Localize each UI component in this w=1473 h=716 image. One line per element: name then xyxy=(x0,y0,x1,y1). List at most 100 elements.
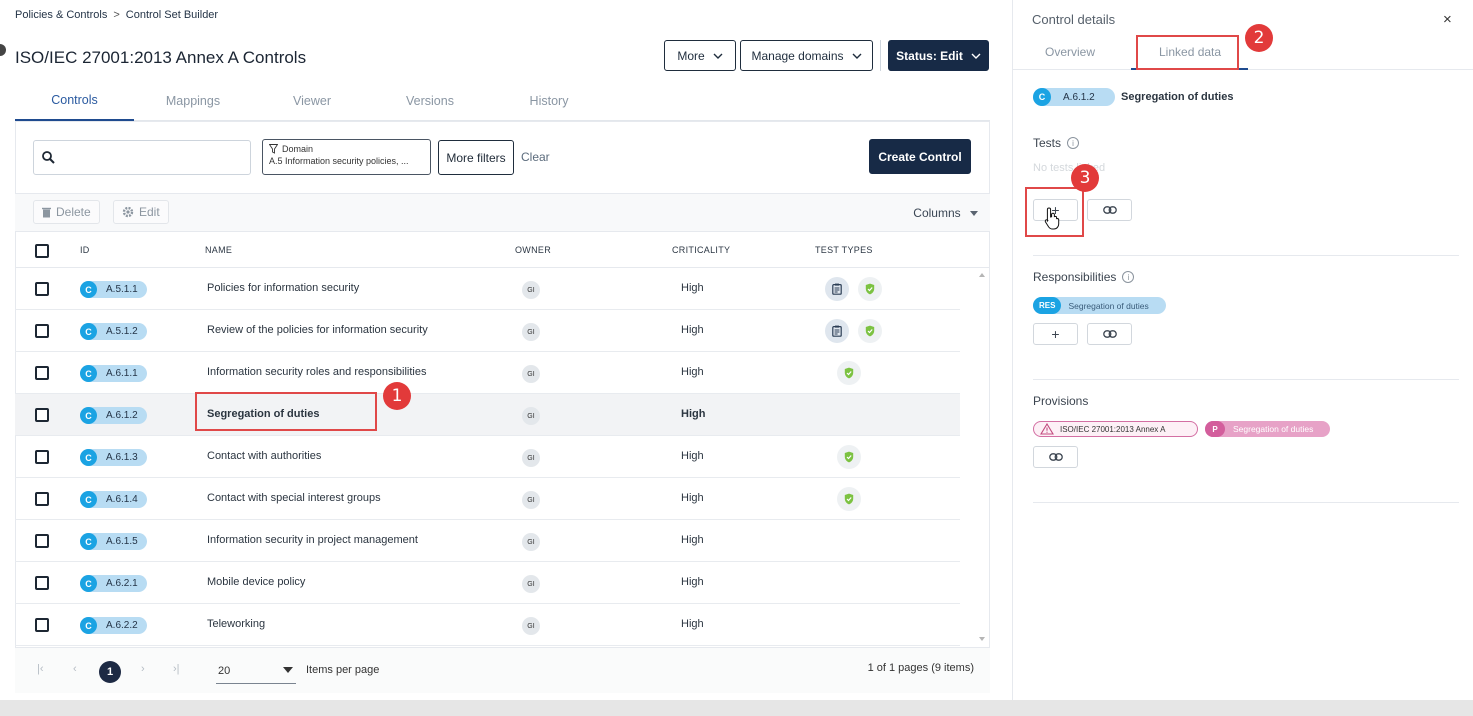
row-checkbox[interactable] xyxy=(35,408,49,422)
criticality-value: High xyxy=(681,366,704,378)
control-name[interactable]: Policies for information security xyxy=(207,282,360,294)
provision-framework-chip[interactable]: ISO/IEC 27001:2013 Annex A xyxy=(1033,421,1198,437)
control-name[interactable]: Contact with authorities xyxy=(207,450,322,462)
link-icon xyxy=(1102,330,1117,338)
control-name[interactable]: Segregation of duties xyxy=(207,408,320,420)
control-id-badge: C A.6.1.3 xyxy=(80,449,147,466)
create-control-button[interactable]: Create Control xyxy=(869,139,971,174)
shield-icon xyxy=(858,319,882,343)
more-button[interactable]: More xyxy=(664,40,736,71)
row-checkbox[interactable] xyxy=(35,450,49,464)
previous-page-icon[interactable]: ‹ xyxy=(73,663,77,675)
table-row[interactable]: C A.6.1.4 Contact with special interest gr… xyxy=(15,478,960,520)
criticality-value: High xyxy=(681,282,704,294)
provisions-heading: Provisions xyxy=(1033,394,1089,408)
tab-mappings[interactable]: Mappings xyxy=(165,93,221,108)
control-name[interactable]: Information security roles and responsib… xyxy=(207,366,427,378)
add-test-button[interactable]: + xyxy=(1033,199,1078,221)
owner-avatar: GI xyxy=(522,407,540,425)
control-id: A.6.1.5 xyxy=(106,536,138,547)
responsibility-chip[interactable]: RES Segregation of duties xyxy=(1033,297,1166,314)
info-icon[interactable]: i xyxy=(1067,137,1080,149)
table-row[interactable]: C A.6.1.5 Information security in project … xyxy=(15,520,960,562)
clear-filters-link[interactable]: Clear xyxy=(521,150,550,164)
control-name[interactable]: Teleworking xyxy=(207,618,266,630)
row-checkbox[interactable] xyxy=(35,282,49,296)
column-header-test-types[interactable]: TEST TYPES xyxy=(815,245,873,255)
select-all-checkbox[interactable] xyxy=(35,244,49,258)
clipboard-icon xyxy=(825,319,849,343)
responsibility-name: Segregation of duties xyxy=(1068,300,1149,311)
gear-icon xyxy=(122,206,134,218)
control-name[interactable]: Review of the policies for information s… xyxy=(207,324,428,336)
row-checkbox[interactable] xyxy=(35,534,49,548)
first-page-icon[interactable]: |‹ xyxy=(37,663,44,675)
table-row[interactable]: C A.6.1.1 Information security roles and r… xyxy=(15,352,960,394)
section-divider xyxy=(1033,502,1459,503)
criticality-value: High xyxy=(681,534,704,546)
owner-avatar: GI xyxy=(522,575,540,593)
tab-overview[interactable]: Overview xyxy=(1045,45,1096,59)
row-checkbox[interactable] xyxy=(35,324,49,338)
more-filters-button[interactable]: More filters xyxy=(438,140,514,175)
last-page-icon[interactable]: ›| xyxy=(173,663,180,675)
current-page-button[interactable]: 1 xyxy=(99,661,121,683)
control-name[interactable]: Contact with special interest groups xyxy=(207,492,381,504)
table-row[interactable]: C A.5.1.1 Policies for information securit… xyxy=(15,268,960,310)
columns-label: Columns xyxy=(913,206,961,220)
manage-domains-button[interactable]: Manage domains xyxy=(740,40,873,71)
close-icon[interactable]: × xyxy=(1443,11,1452,28)
manage-domains-label: Manage domains xyxy=(751,48,844,63)
search-input[interactable] xyxy=(33,140,251,175)
info-icon[interactable]: i xyxy=(1122,271,1135,283)
criticality-value: High xyxy=(681,324,704,336)
chevron-down-icon xyxy=(852,53,862,59)
table-scrollbar[interactable] xyxy=(976,268,988,646)
owner-avatar: GI xyxy=(522,281,540,299)
tab-history[interactable]: History xyxy=(529,93,569,108)
owner-avatar: GI xyxy=(522,449,540,467)
table-row[interactable]: C A.6.2.2 Teleworking GI High xyxy=(15,604,960,646)
status-button[interactable]: Status: Edit xyxy=(888,40,989,71)
control-id-badge: C A.6.1.2 xyxy=(80,407,147,424)
tab-linked-data[interactable]: Linked data xyxy=(1159,45,1222,59)
table-row[interactable]: C A.5.1.2 Review of the policies for infor… xyxy=(15,310,960,352)
row-checkbox[interactable] xyxy=(35,492,49,506)
table-row[interactable]: C A.6.2.1 Mobile device policy GI High xyxy=(15,562,960,604)
items-per-page-select[interactable]: 20 xyxy=(216,656,296,684)
table-row[interactable]: C A.6.1.2 Segregation of duties GI High xyxy=(15,394,960,436)
control-name[interactable]: Mobile device policy xyxy=(207,576,306,588)
control-id-badge: C A.6.2.2 xyxy=(80,617,147,634)
provisions-section-heading: Provisions xyxy=(1033,394,1088,408)
control-id: A.6.2.1 xyxy=(106,578,138,589)
column-header-id[interactable]: ID xyxy=(80,245,90,255)
link-responsibility-button[interactable] xyxy=(1087,323,1132,345)
row-checkbox[interactable] xyxy=(35,618,49,632)
column-header-owner[interactable]: OWNER xyxy=(515,245,551,255)
control-name[interactable]: Information security in project manageme… xyxy=(207,534,418,546)
control-type-badge: C xyxy=(80,407,97,424)
control-type-badge: C xyxy=(80,533,97,550)
add-responsibility-button[interactable]: + xyxy=(1033,323,1078,345)
next-page-icon[interactable]: › xyxy=(141,663,145,675)
columns-dropdown[interactable]: Columns xyxy=(913,206,978,220)
delete-label: Delete xyxy=(56,205,91,219)
table-row[interactable]: C A.6.1.3 Contact with authorities GI High xyxy=(15,436,960,478)
control-id: A.6.1.1 xyxy=(106,368,138,379)
domain-filter[interactable]: Domain A.5 Information security policies… xyxy=(262,139,431,175)
delete-button[interactable]: Delete xyxy=(33,200,100,224)
link-test-button[interactable] xyxy=(1087,199,1132,221)
tab-controls[interactable]: Controls xyxy=(15,80,134,121)
link-provision-button[interactable] xyxy=(1033,446,1078,468)
owner-avatar: GI xyxy=(522,365,540,383)
tab-versions[interactable]: Versions xyxy=(406,93,454,108)
provision-chip[interactable]: P Segregation of duties xyxy=(1205,421,1330,437)
tab-viewer[interactable]: Viewer xyxy=(293,93,331,108)
column-header-name[interactable]: NAME xyxy=(205,245,233,255)
breadcrumb-parent[interactable]: Policies & Controls xyxy=(15,9,108,21)
row-checkbox[interactable] xyxy=(35,366,49,380)
edit-button[interactable]: Edit xyxy=(113,200,169,224)
owner-avatar: GI xyxy=(522,323,540,341)
row-checkbox[interactable] xyxy=(35,576,49,590)
column-header-criticality[interactable]: CRITICALITY xyxy=(672,245,731,255)
